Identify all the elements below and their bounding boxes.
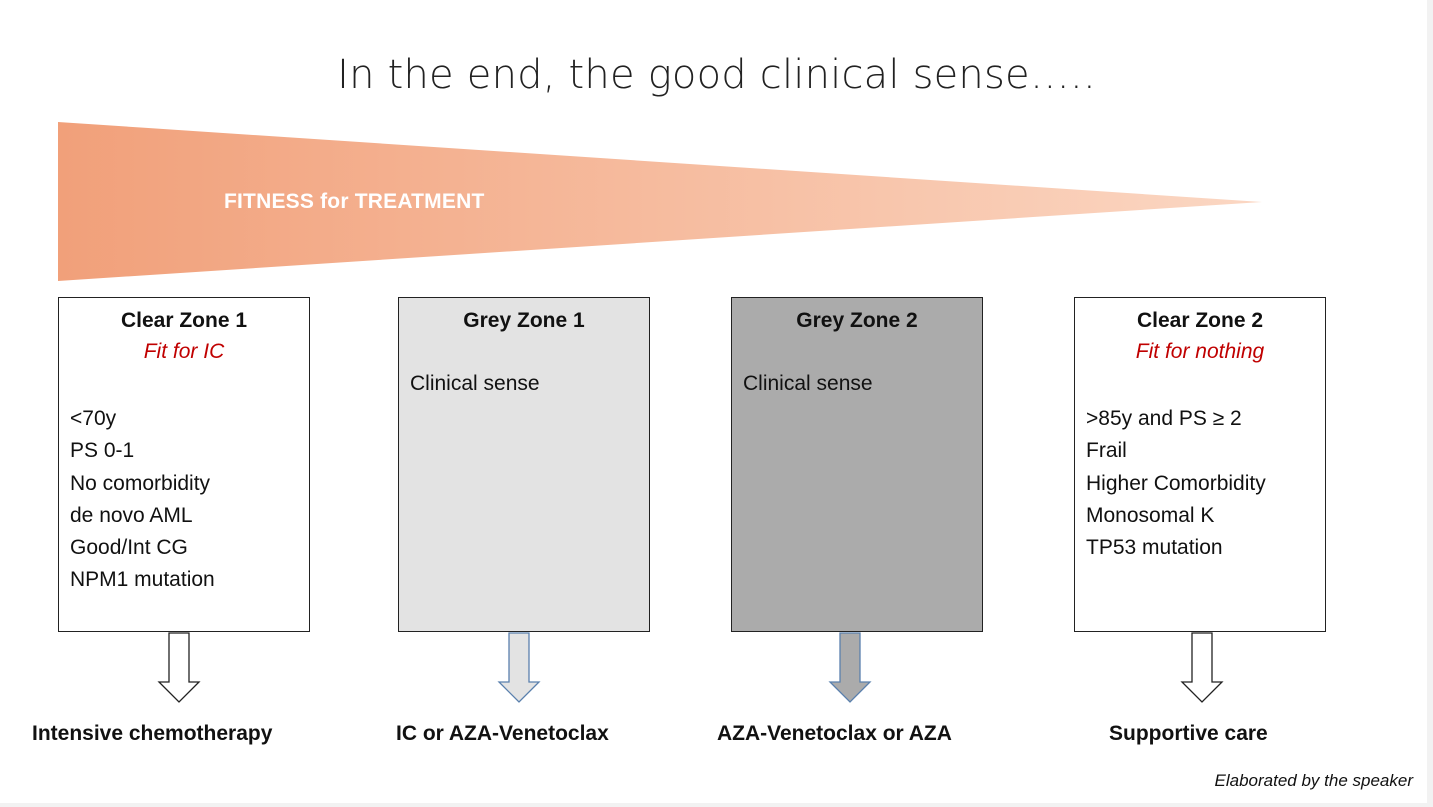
zone-note: Clinical sense [743, 372, 873, 395]
criterion-item: No comorbidity [70, 471, 211, 495]
criterion-item: TP53 mutation [1086, 536, 1223, 560]
slide-edge-right [1427, 0, 1433, 807]
zone-title: Grey Zone 2 [796, 309, 918, 332]
slide-title: In the end, the good clinical sense….. [337, 52, 1096, 98]
down-arrow-icon [1180, 632, 1224, 703]
fitness-wedge-shape [58, 122, 1262, 281]
fitness-label: FITNESS for TREATMENT [224, 190, 485, 213]
criterion-item: Higher Comorbidity [1086, 471, 1266, 495]
fitness-wedge [58, 122, 1262, 281]
criterion-item: Frail [1086, 439, 1127, 463]
zone-subtitle: Fit for IC [143, 340, 225, 363]
zone-criteria-list: >85y and PS ≥ 2 Frail Higher Comorbidity… [1086, 403, 1266, 564]
credit-note: Elaborated by the speaker [1214, 771, 1413, 790]
criterion-item: PS 0-1 [70, 439, 135, 463]
criterion-item: Good/Int CG [70, 536, 188, 560]
down-arrow-icon [828, 632, 872, 703]
zone-note: Clinical sense [410, 372, 540, 395]
treatment-label: Supportive care [1109, 722, 1268, 745]
zone-box-grey-1: Grey Zone 1 Clinical sense [398, 297, 650, 632]
zone-box-grey-2: Grey Zone 2 Clinical sense [731, 297, 983, 632]
treatment-label: Intensive chemotherapy [32, 722, 273, 745]
criterion-item: Monosomal K [1086, 503, 1215, 527]
zone-box-clear-2: Clear Zone 2 Fit for nothing >85y and PS… [1074, 297, 1326, 632]
zone-subtitle: Fit for nothing [1135, 340, 1265, 363]
criterion-item: NPM1 mutation [70, 568, 215, 592]
zone-title: Clear Zone 1 [120, 309, 248, 332]
zone-title: Clear Zone 2 [1136, 309, 1264, 332]
criterion-item: >85y and PS ≥ 2 [1086, 407, 1242, 430]
criterion-item: de novo AML [70, 503, 193, 527]
treatment-label: AZA-Venetoclax or AZA [717, 722, 952, 745]
down-arrow-icon [497, 632, 541, 703]
zone-box-clear-1: Clear Zone 1 Fit for IC <70y PS 0-1 No c… [58, 297, 310, 632]
down-arrow-icon [157, 632, 201, 703]
zone-title: Grey Zone 1 [463, 309, 585, 332]
slide-edge-bottom [0, 803, 1433, 807]
treatment-label: IC or AZA-Venetoclax [396, 722, 609, 745]
zone-criteria-list: <70y PS 0-1 No comorbidity de novo AML G… [70, 403, 215, 597]
criterion-item: <70y [70, 407, 117, 430]
